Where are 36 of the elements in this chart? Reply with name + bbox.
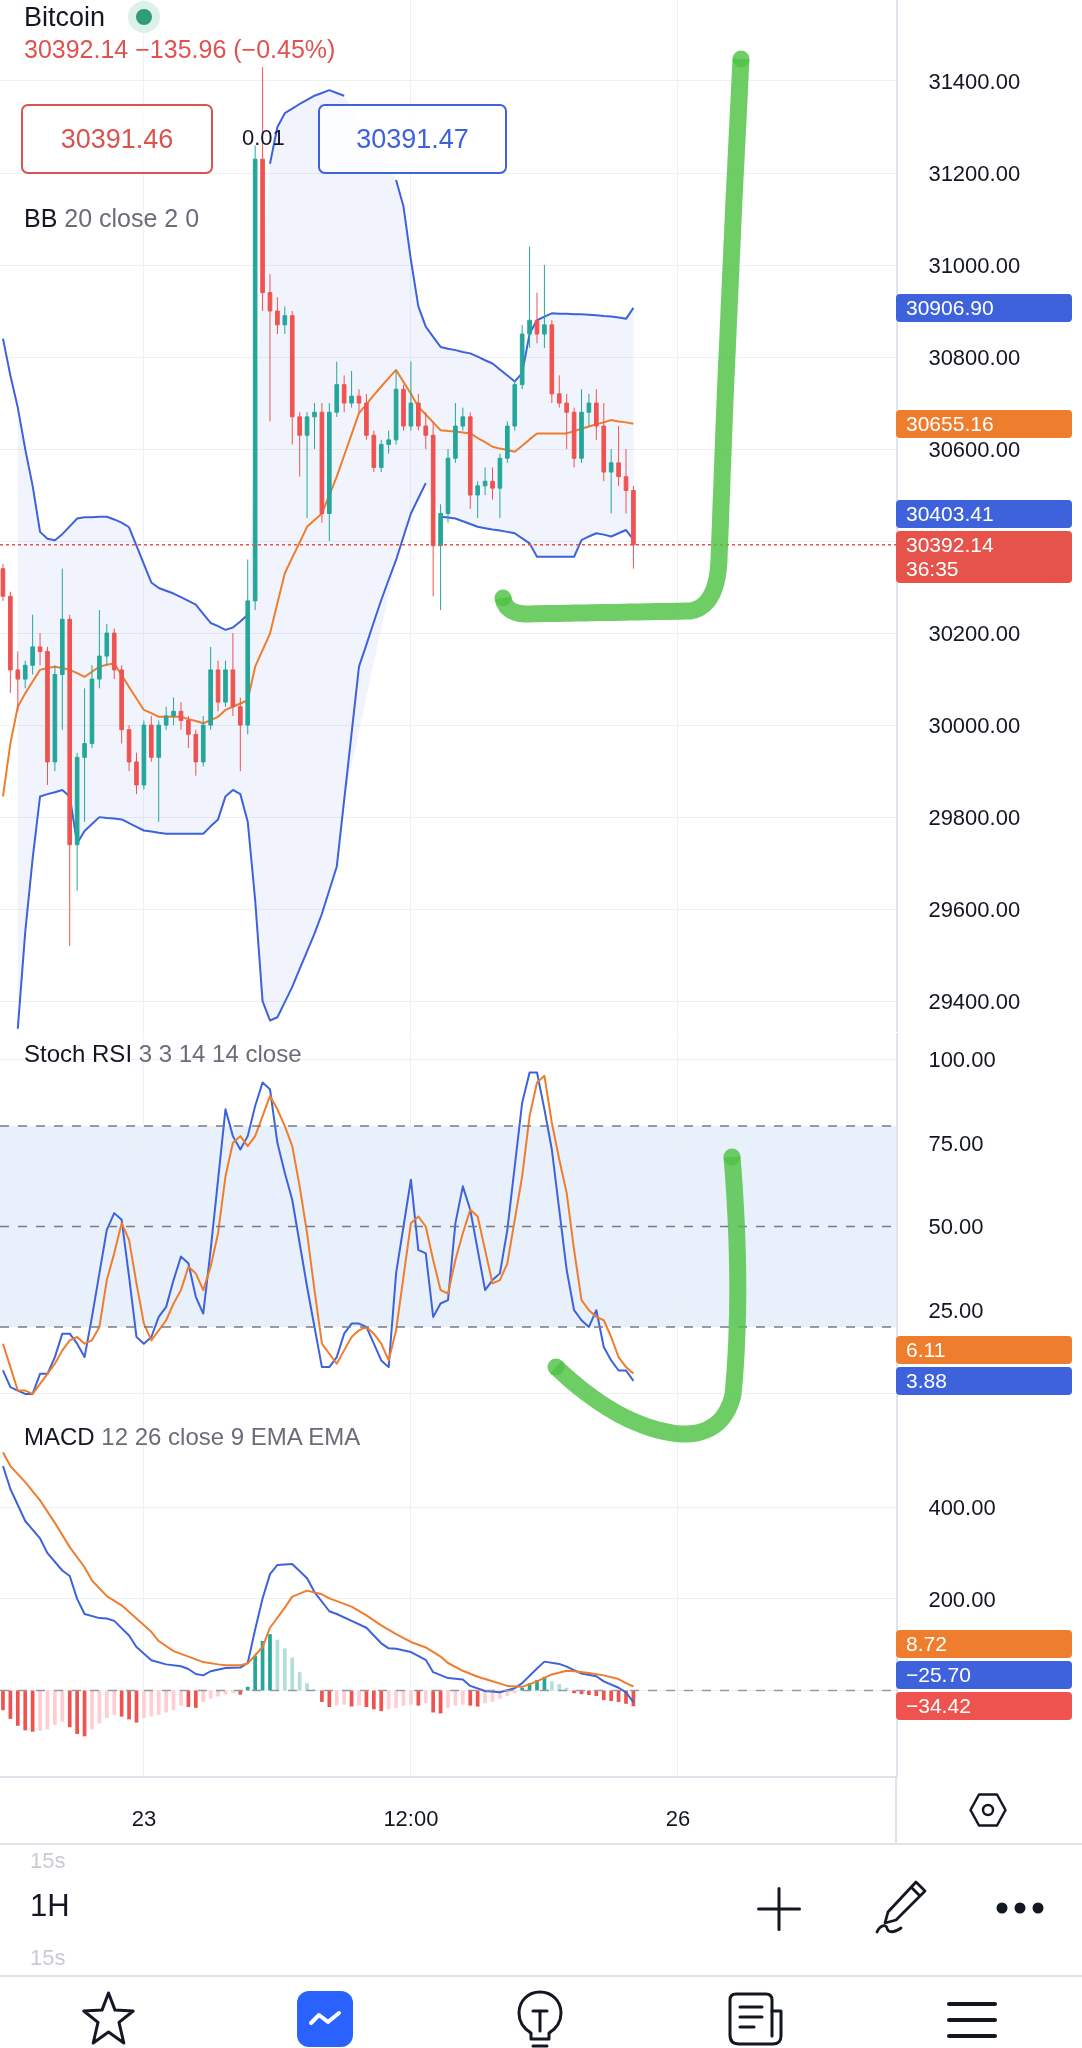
x-tick-label: 26 <box>665 1806 691 1832</box>
y-tick-label: 200.00 <box>928 1586 996 1612</box>
y-tick-label: 25.00 <box>928 1297 984 1323</box>
axis-tag: 30655.16 <box>896 409 1072 438</box>
y-tick-label: 400.00 <box>928 1494 996 1520</box>
annotation: Stoch RSI 3 3 14 14 close <box>24 1040 302 1067</box>
x-tick-label: 23 <box>131 1806 157 1832</box>
axis-tag: −25.70 <box>896 1661 1072 1690</box>
text: 1H <box>30 1888 70 1923</box>
axis-tag: 8.72 <box>896 1630 1072 1659</box>
y-tick-label: 29800.00 <box>928 804 1021 830</box>
axis-tag: 6.11 <box>896 1335 1072 1364</box>
y-tick-label: 31200.00 <box>928 160 1021 186</box>
annotation: BB 20 close 2 0 <box>24 204 200 232</box>
y-tick-label: 30000.00 <box>928 712 1021 738</box>
annotation: 30391.47 <box>318 104 507 174</box>
y-tick-label: 31400.00 <box>928 68 1021 94</box>
annotation: 30391.46 <box>21 104 213 174</box>
y-tick-label: 100.00 <box>928 1046 996 1072</box>
axis-tag: 30906.90 <box>896 293 1072 322</box>
y-tick-label: 75.00 <box>928 1130 984 1156</box>
y-tick-label: 30600.00 <box>928 436 1021 462</box>
y-tick-label: 29600.00 <box>928 896 1021 922</box>
y-tick-label: 30200.00 <box>928 620 1021 646</box>
y-tick-label: 50.00 <box>928 1214 984 1240</box>
x-tick-label: 12:00 <box>383 1806 439 1832</box>
axis-tag: 30403.41 <box>896 499 1072 528</box>
axis-tag: −34.42 <box>896 1692 1072 1721</box>
chart-title: Bitcoin <box>24 1 106 34</box>
y-tick-label: 30800.00 <box>928 344 1021 370</box>
text: 30392.14 −135.96 (−0.45%) <box>24 34 336 64</box>
y-tick-label: 31000.00 <box>928 252 1021 278</box>
axis-tag: 3.88 <box>896 1366 1072 1395</box>
axis-tag: 30392.14 36:35 <box>896 530 1072 583</box>
y-tick-label: 29400.00 <box>928 988 1021 1014</box>
annotation: MACD 12 26 close 9 EMA EMA <box>24 1423 361 1450</box>
